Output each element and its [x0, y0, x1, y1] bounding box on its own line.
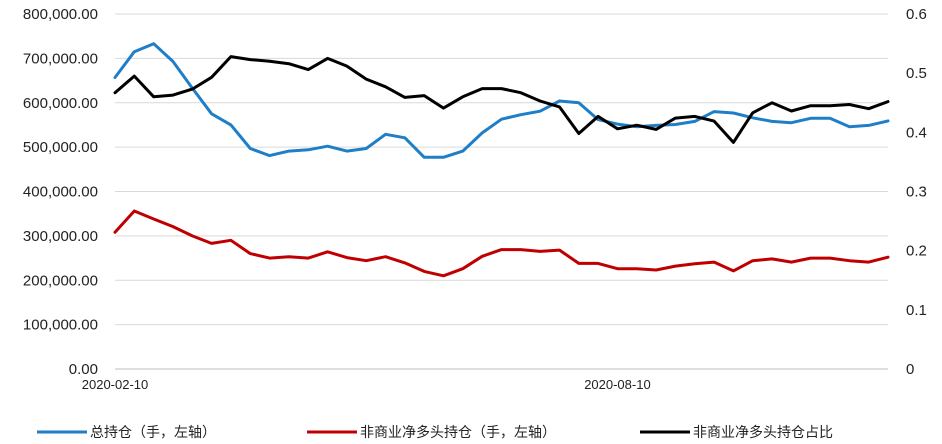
- left-tick-label: 700,000.00: [23, 50, 98, 67]
- gridlines: [115, 13, 888, 326]
- legend: 总持仓（手，左轴） 非商业净多头持仓（手，左轴） 非商业净多头持仓占比: [37, 424, 833, 441]
- series-layer: [113, 42, 890, 278]
- right-tick-label: 0.3: [906, 184, 927, 201]
- legend-label: 非商业净多头持仓占比: [693, 424, 833, 441]
- right-tick-label: 0: [906, 361, 914, 378]
- left-tick-label: 200,000.00: [23, 272, 98, 289]
- legend-label: 非商业净多头持仓（手，左轴）: [360, 424, 556, 441]
- left-tick-label: 500,000.00: [23, 139, 98, 156]
- right-tick-label: 0.6: [906, 6, 927, 23]
- right-tick-label: 0.1: [906, 302, 927, 319]
- left-tick-label: 0.00: [69, 361, 98, 378]
- right-tick-label: 0.4: [906, 124, 927, 141]
- legend-label: 总持仓（手，左轴）: [90, 425, 216, 441]
- left-tick-label: 400,000.00: [23, 184, 98, 201]
- x-tick-label: 2020-08-10: [584, 377, 651, 392]
- series-line-2: [113, 209, 890, 278]
- right-axis-ticks: 0 0.1 0.2 0.3 0.4 0.5 0.6: [906, 6, 927, 378]
- series-line-3: [113, 55, 890, 144]
- left-tick-label: 600,000.00: [23, 95, 98, 112]
- right-tick-label: 0.2: [906, 243, 927, 260]
- left-tick-label: 800,000.00: [23, 6, 98, 23]
- x-axis-ticks: 2020-02-10 2020-08-10: [82, 377, 651, 392]
- series-line-1: [113, 42, 890, 159]
- left-tick-label: 100,000.00: [23, 317, 98, 334]
- x-tick-label: 2020-02-10: [82, 377, 149, 392]
- right-tick-label: 0.5: [906, 65, 927, 82]
- left-tick-label: 300,000.00: [23, 228, 98, 245]
- left-axis-ticks: 0.00 100,000.00 200,000.00 300,000.00 400,00…: [23, 6, 98, 378]
